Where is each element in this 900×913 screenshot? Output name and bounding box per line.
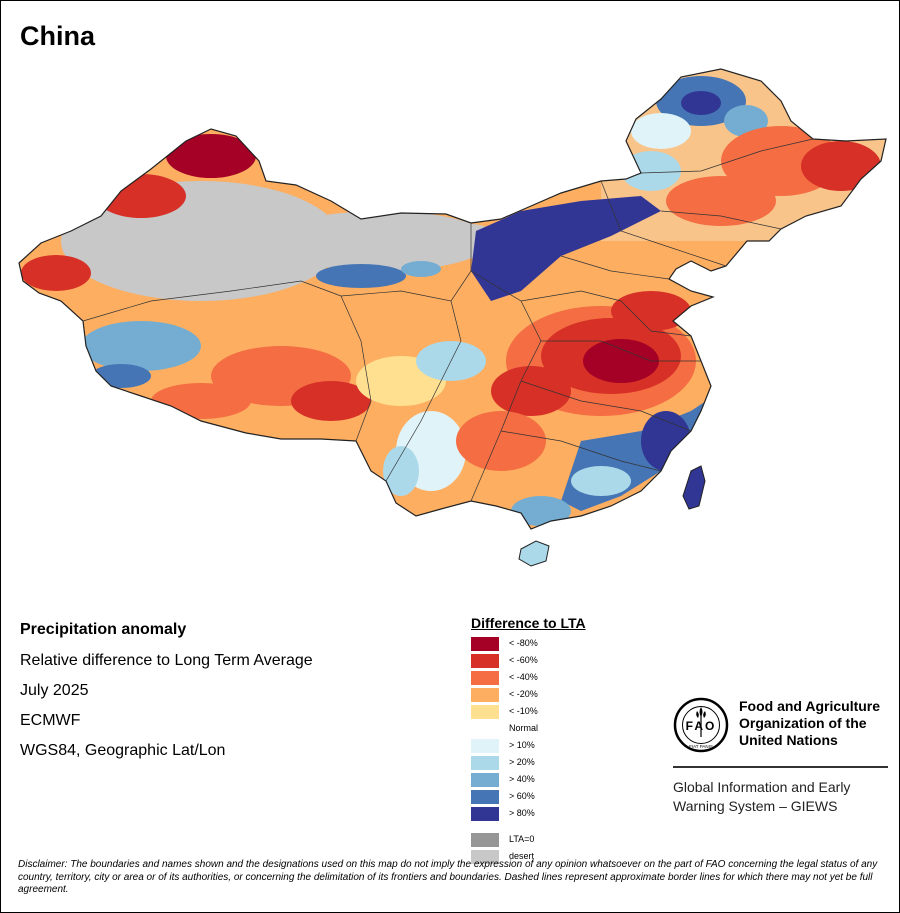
legend-swatch (471, 833, 499, 847)
legend-label: LTA=0 (509, 834, 535, 844)
precipitation-fill (19, 69, 886, 529)
divider (673, 766, 888, 768)
legend-swatch (471, 637, 499, 651)
hainan-island (518, 540, 550, 567)
legend-label: < -20% (509, 689, 538, 699)
info-source: ECMWF (20, 712, 81, 729)
legend-swatch (471, 739, 499, 753)
legend-label: > 80% (509, 808, 535, 818)
legend-label: < -60% (509, 655, 538, 665)
legend-label: > 60% (509, 791, 535, 801)
system-name: Global Information and Early Warning Sys… (673, 779, 851, 814)
legend-title: Difference to LTA (471, 615, 586, 631)
legend-swatch (471, 705, 499, 719)
legend-label: < -10% (509, 706, 538, 716)
taiwan-island (682, 465, 706, 510)
fao-logo-icon: FAO FIAT PANIS (673, 697, 729, 753)
legend-swatch (471, 850, 499, 864)
legend-swatch (471, 654, 499, 668)
legend-swatch (471, 807, 499, 821)
legend-label: Normal (509, 723, 539, 733)
svg-text:FAO: FAO (686, 719, 717, 733)
precipitation-anomaly-map (18, 68, 887, 567)
info-title: Precipitation anomaly (20, 621, 187, 638)
legend-swatch (471, 756, 499, 770)
organization-name: Food and Agriculture Organization of the… (739, 698, 881, 748)
info-projection: WGS84, Geographic Lat/Lon (20, 742, 226, 759)
info-period: July 2025 (20, 682, 89, 699)
legend-swatch (471, 790, 499, 804)
info-subtitle: Relative difference to Long Term Average (20, 652, 313, 669)
legend-swatch (471, 773, 499, 787)
legend-label: > 40% (509, 774, 535, 784)
legend-label: < -80% (509, 638, 538, 648)
legend-swatch (471, 671, 499, 685)
map-title: China (20, 21, 96, 51)
legend-label: > 10% (509, 740, 535, 750)
svg-text:FIAT PANIS: FIAT PANIS (689, 744, 713, 749)
disclaimer: Disclaimer: The boundaries and names sho… (18, 859, 878, 895)
legend-label: < -40% (509, 672, 538, 682)
legend-label: desert (509, 851, 535, 861)
legend-label: > 20% (509, 757, 535, 767)
legend-swatch (471, 688, 499, 702)
province-boundaries (82, 138, 814, 502)
